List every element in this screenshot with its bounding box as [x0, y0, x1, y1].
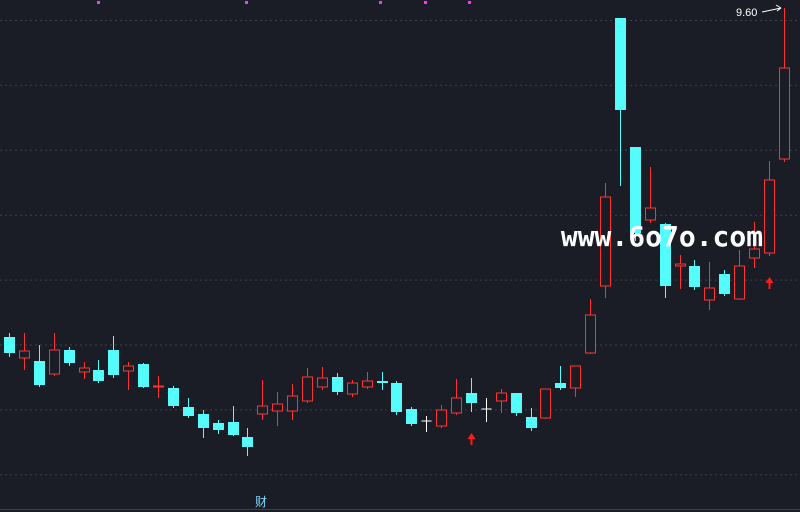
candle-body	[49, 349, 60, 375]
candle-body	[332, 377, 343, 392]
top-markers	[97, 1, 471, 4]
candle-body	[64, 350, 75, 363]
candle-body	[406, 409, 417, 424]
max-label-arrow	[761, 7, 782, 13]
candle-body	[496, 392, 507, 402]
candle-body	[213, 423, 224, 430]
candle-body	[615, 18, 626, 110]
candle-body	[734, 265, 745, 300]
candle-body	[451, 397, 462, 414]
candle-body	[436, 409, 447, 427]
candle-body	[660, 224, 671, 286]
candle-body	[347, 382, 358, 395]
max-label: 9.60	[736, 7, 757, 19]
candle-body	[555, 383, 566, 388]
candle-body	[645, 207, 656, 221]
candle-body	[272, 403, 283, 412]
candle-body	[317, 377, 328, 388]
candle-body	[153, 385, 164, 388]
candle-body	[242, 437, 253, 447]
candle-body	[4, 337, 15, 353]
candle-body	[302, 376, 313, 402]
candle-body	[138, 364, 149, 387]
candle-body	[600, 196, 611, 287]
signal-arrow	[765, 277, 774, 289]
candle-body	[123, 365, 134, 372]
candle-body	[362, 380, 373, 388]
candle-body	[198, 414, 209, 428]
candle-body	[287, 395, 298, 412]
candle-body	[704, 287, 715, 301]
candles	[4, 8, 790, 456]
candle-body	[93, 370, 104, 381]
candle-body	[719, 274, 730, 294]
event-marker: 财	[255, 495, 267, 509]
candle-body	[377, 381, 388, 383]
candle-body	[540, 388, 551, 419]
signal-arrow	[467, 433, 476, 445]
candle-body	[689, 266, 700, 287]
candle-body	[526, 417, 537, 428]
candle-body	[79, 367, 90, 373]
candle-body	[570, 365, 581, 389]
candle-body	[675, 263, 686, 267]
candle-body	[257, 405, 268, 415]
candle-body	[108, 350, 119, 375]
candle-body	[764, 179, 775, 254]
max-label-arrowhead	[775, 4, 782, 12]
watermark: www.6o7o.com	[561, 220, 763, 253]
candle-body	[228, 422, 239, 435]
candle-body	[34, 361, 45, 385]
candle-body	[391, 383, 402, 412]
candle-body	[779, 67, 790, 160]
candle-body	[749, 248, 760, 259]
candle-body	[183, 407, 194, 416]
candle-body	[168, 388, 179, 406]
candle-body	[630, 147, 641, 233]
candle-body	[511, 393, 522, 413]
candle-body	[585, 314, 596, 354]
candle-body	[19, 350, 30, 359]
candle-body	[466, 393, 477, 403]
